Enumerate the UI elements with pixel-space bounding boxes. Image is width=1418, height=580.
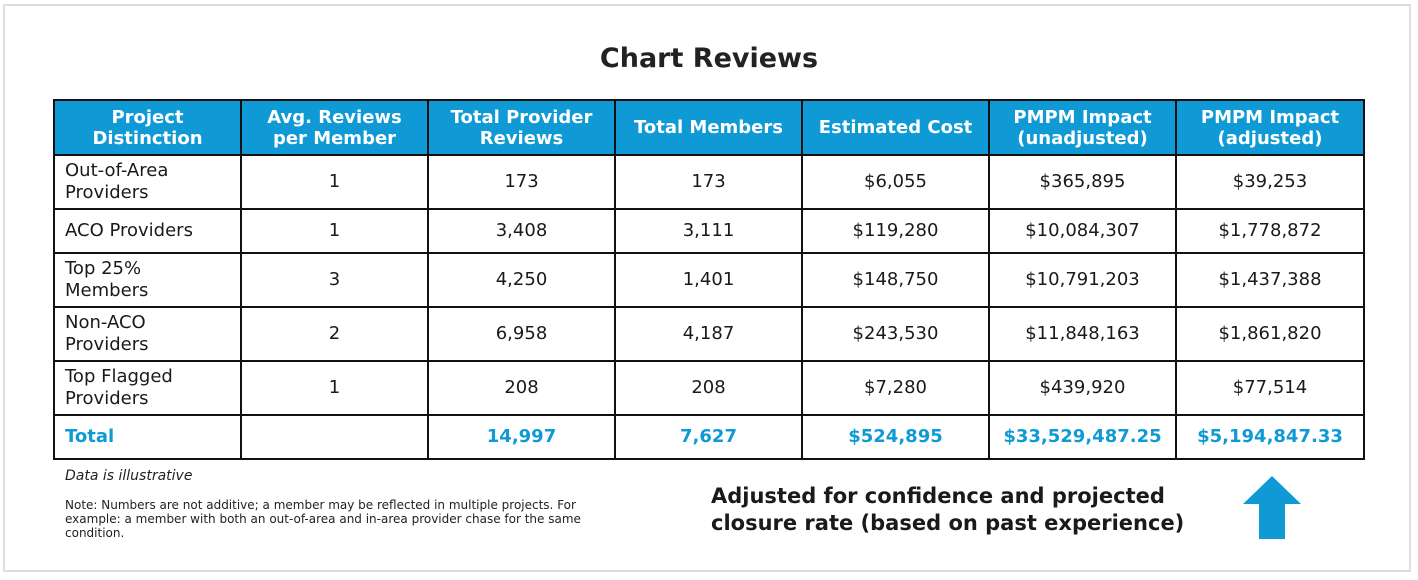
table-row: ACO Providers 1 3,408 3,111 $119,280 $10…: [53, 208, 1365, 254]
header-row: Project Distinction Avg. Reviews per Mem…: [53, 99, 1365, 156]
adjusted-callout: Adjusted for confidence and projected cl…: [711, 484, 1185, 535]
header-total-members: Total Members: [614, 99, 803, 156]
cell-estimated-cost: $119,280: [801, 208, 990, 254]
table-row: Top 25% Members 3 4,250 1,401 $148,750 $…: [53, 252, 1365, 308]
illustrative-note: Data is illustrative: [65, 468, 193, 484]
cell-total-members: 208: [614, 360, 803, 416]
total-pmpm-unadjusted: $33,529,487.25: [988, 414, 1177, 460]
cell-avg-reviews: 1: [240, 154, 429, 210]
total-avg-reviews: [240, 414, 429, 460]
cell-total-members: 173: [614, 154, 803, 210]
cell-estimated-cost: $7,280: [801, 360, 990, 416]
header-pmpm-unadjusted: PMPM Impact (unadjusted): [988, 99, 1177, 156]
row-label: Out-of-Area Providers: [53, 154, 242, 210]
cell-estimated-cost: $243,530: [801, 306, 990, 362]
total-estimated-cost: $524,895: [801, 414, 990, 460]
cell-total-members: 4,187: [614, 306, 803, 362]
total-row: Total 14,997 7,627 $524,895 $33,529,487.…: [53, 414, 1365, 460]
additive-note: Note: Numbers are not additive; a member…: [65, 498, 581, 540]
cell-pmpm-adjusted: $39,253: [1175, 154, 1365, 210]
row-label: Non-ACO Providers: [53, 306, 242, 362]
cell-pmpm-adjusted: $77,514: [1175, 360, 1365, 416]
header-pmpm-adjusted: PMPM Impact (adjusted): [1175, 99, 1365, 156]
total-provider-reviews: 14,997: [427, 414, 616, 460]
cell-avg-reviews: 2: [240, 306, 429, 362]
total-pmpm-adjusted: $5,194,847.33: [1175, 414, 1365, 460]
chart-title: Chart Reviews: [599, 43, 819, 74]
cell-pmpm-adjusted: $1,861,820: [1175, 306, 1365, 362]
header-project-distinction: Project Distinction: [53, 99, 242, 156]
cell-estimated-cost: $6,055: [801, 154, 990, 210]
cell-pmpm-unadjusted: $10,084,307: [988, 208, 1177, 254]
cell-avg-reviews: 1: [240, 208, 429, 254]
cell-total-members: 3,111: [614, 208, 803, 254]
header-total-provider-reviews: Total Provider Reviews: [427, 99, 616, 156]
cell-avg-reviews: 3: [240, 252, 429, 308]
cell-estimated-cost: $148,750: [801, 252, 990, 308]
total-members: 7,627: [614, 414, 803, 460]
cell-pmpm-unadjusted: $11,848,163: [988, 306, 1177, 362]
cell-pmpm-adjusted: $1,778,872: [1175, 208, 1365, 254]
cell-pmpm-unadjusted: $365,895: [988, 154, 1177, 210]
cell-total-provider-reviews: 3,408: [427, 208, 616, 254]
cell-pmpm-adjusted: $1,437,388: [1175, 252, 1365, 308]
table-row: Out-of-Area Providers 1 173 173 $6,055 $…: [53, 154, 1365, 210]
cell-total-provider-reviews: 208: [427, 360, 616, 416]
table-row: Top Flagged Providers 1 208 208 $7,280 $…: [53, 360, 1365, 416]
cell-pmpm-unadjusted: $10,791,203: [988, 252, 1177, 308]
row-label: Top 25% Members: [53, 252, 242, 308]
cell-total-members: 1,401: [614, 252, 803, 308]
cell-total-provider-reviews: 4,250: [427, 252, 616, 308]
arrow-up-icon: [1243, 476, 1301, 539]
data-table: Project Distinction Avg. Reviews per Mem…: [53, 99, 1365, 460]
header-avg-reviews: Avg. Reviews per Member: [240, 99, 429, 156]
header-estimated-cost: Estimated Cost: [801, 99, 990, 156]
row-label: ACO Providers: [53, 208, 242, 254]
row-label: Top Flagged Providers: [53, 360, 242, 416]
arrow-up-shape: [1243, 476, 1301, 539]
total-label: Total: [53, 414, 242, 460]
cell-avg-reviews: 1: [240, 360, 429, 416]
table-row: Non-ACO Providers 2 6,958 4,187 $243,530…: [53, 306, 1365, 362]
cell-pmpm-unadjusted: $439,920: [988, 360, 1177, 416]
cell-total-provider-reviews: 173: [427, 154, 616, 210]
cell-total-provider-reviews: 6,958: [427, 306, 616, 362]
